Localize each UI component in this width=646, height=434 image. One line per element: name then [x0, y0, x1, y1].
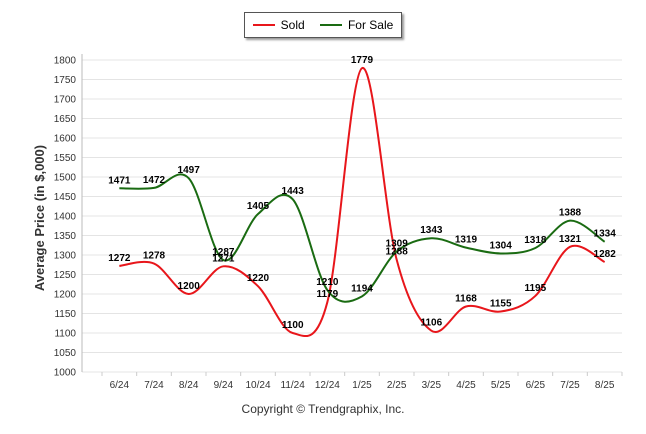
legend-swatch-for-sale — [319, 24, 342, 26]
x-tick-label: 6/25 — [526, 380, 546, 391]
x-tick-label: 7/24 — [144, 380, 164, 391]
grid-lines — [81, 54, 623, 376]
data-label-sold: 1106 — [420, 318, 442, 329]
x-tick-label: 10/24 — [245, 380, 270, 391]
x-tick-label: 3/25 — [422, 380, 442, 391]
data-label-for-sale: 1287 — [212, 247, 235, 258]
data-label-for-sale: 1309 — [386, 238, 409, 249]
x-tick-label: 12/24 — [315, 380, 340, 391]
data-label-sold: 1321 — [559, 234, 582, 245]
y-tick-label: 1600 — [54, 134, 77, 145]
y-tick-label: 1350 — [54, 231, 77, 242]
y-tick-label: 1000 — [54, 368, 77, 379]
data-label-for-sale: 1304 — [490, 240, 513, 251]
data-label-for-sale: 1405 — [247, 201, 270, 212]
data-label-for-sale: 1319 — [455, 235, 478, 246]
y-tick-label: 1800 — [54, 56, 77, 67]
y-tick-label: 1150 — [54, 309, 76, 320]
x-tick-label: 4/25 — [456, 380, 476, 391]
data-label-sold: 1155 — [490, 299, 512, 310]
legend-item-for-sale[interactable]: For Sale — [319, 18, 394, 32]
data-label-sold: 1220 — [247, 273, 270, 284]
data-label-for-sale: 1497 — [178, 165, 201, 176]
x-tick-label: 6/24 — [110, 380, 130, 391]
data-label-for-sale: 1343 — [420, 225, 443, 236]
data-label-sold: 1179 — [316, 289, 338, 300]
y-tick-label: 1550 — [54, 153, 77, 164]
y-tick-label: 1450 — [54, 192, 77, 203]
x-tick-label: 8/25 — [595, 380, 615, 391]
x-tick-label: 11/24 — [281, 380, 306, 391]
y-tick-labels: 1000 1050 1100 1150 1200 1250 1300 1350 1400 1450… — [54, 56, 77, 379]
x-tick-label: 8/24 — [179, 380, 199, 391]
legend: Sold For Sale — [244, 12, 402, 38]
x-tick-label: 5/25 — [491, 380, 511, 391]
data-label-for-sale: 1443 — [282, 186, 305, 197]
data-label-for-sale: 1388 — [559, 208, 582, 219]
data-label-for-sale: 1194 — [351, 283, 373, 294]
legend-item-sold[interactable]: Sold — [252, 18, 305, 32]
data-label-sold: 1779 — [351, 55, 374, 66]
x-tick-labels: 6/24 7/24 8/24 9/24 10/24 11/24 12/24 1/25 2/25 3… — [110, 380, 615, 391]
data-label-sold: 1195 — [524, 283, 546, 294]
data-labels: 1272 1278 1200 1271 1220 1100 1179 1779 1288 1106… — [108, 55, 616, 331]
y-tick-label: 1750 — [54, 75, 77, 86]
y-tick-label: 1400 — [54, 212, 77, 223]
data-label-sold: 1168 — [455, 293, 477, 304]
legend-label-sold: Sold — [280, 18, 305, 32]
y-tick-label: 1300 — [54, 251, 77, 262]
series-lines — [119, 67, 606, 338]
series-line-for-sale — [119, 173, 606, 303]
y-axis-label: Average Price (in $,000) — [32, 145, 47, 291]
data-label-for-sale: 1471 — [108, 175, 131, 186]
data-label-for-sale: 1334 — [594, 229, 617, 240]
series-line-sold — [119, 67, 606, 338]
y-tick-label: 1650 — [54, 114, 77, 125]
x-tick-label: 2/25 — [387, 380, 407, 391]
data-label-sold: 1271 — [212, 253, 235, 264]
y-tick-label: 1200 — [54, 290, 77, 301]
legend-label-for-sale: For Sale — [347, 18, 394, 32]
data-label-sold: 1200 — [178, 281, 201, 292]
data-label-sold: 1100 — [282, 320, 304, 331]
copyright-text: Copyright © Trendgraphix, Inc. — [241, 402, 405, 416]
y-tick-label: 1700 — [54, 95, 77, 106]
data-label-sold: 1282 — [594, 249, 617, 260]
y-tick-label: 1100 — [54, 329, 76, 340]
data-label-sold: 1272 — [108, 253, 131, 264]
x-tick-label: 9/24 — [214, 380, 234, 391]
y-tick-label: 1500 — [54, 173, 77, 184]
x-tick-label: 1/25 — [352, 380, 372, 391]
y-tick-label: 1250 — [54, 270, 77, 281]
y-tick-label: 1050 — [54, 348, 77, 359]
data-label-sold: 1278 — [143, 251, 166, 262]
data-label-sold: 1288 — [386, 247, 409, 258]
x-tick-label: 7/25 — [560, 380, 580, 391]
data-label-for-sale: 1318 — [524, 235, 547, 246]
legend-swatch-sold — [252, 24, 275, 26]
data-label-for-sale: 1472 — [143, 175, 166, 186]
data-label-for-sale: 1210 — [316, 277, 339, 288]
